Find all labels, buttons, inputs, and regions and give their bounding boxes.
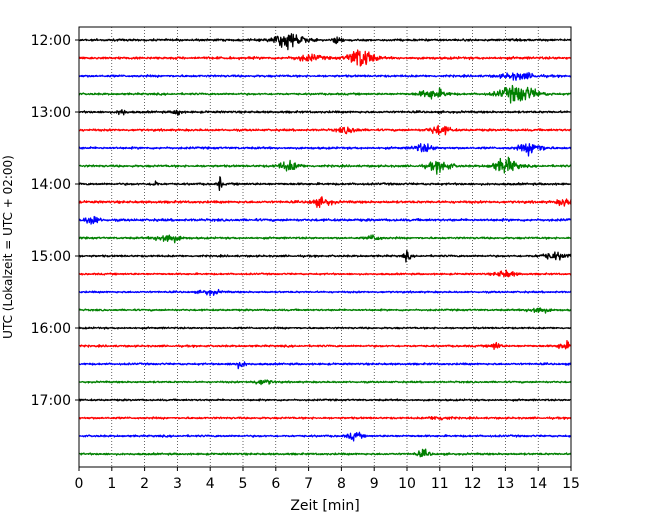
- x-tick-label: 11: [431, 476, 449, 492]
- vertical-grid: [111, 27, 539, 467]
- x-tick-label: 6: [271, 476, 280, 492]
- trace-line: [78, 249, 572, 263]
- x-tick-label: 15: [562, 476, 580, 492]
- trace-line: [78, 307, 572, 314]
- x-tick-label: 4: [206, 476, 215, 492]
- trace-line: [78, 124, 572, 136]
- trace-line: [78, 176, 572, 192]
- trace-line: [78, 326, 572, 330]
- trace-line: [78, 379, 572, 386]
- seismic-traces: [78, 33, 572, 458]
- trace-line: [78, 109, 572, 116]
- y-axis-ticks: 12:00 13:00 14:00 15:00 16:00 17:00: [31, 33, 79, 409]
- x-tick-label: 2: [140, 476, 149, 492]
- x-tick-label: 14: [529, 476, 547, 492]
- x-tick-label: 9: [370, 476, 379, 492]
- trace-line: [78, 215, 572, 225]
- y-tick-label: 12:00: [31, 33, 71, 49]
- x-axis-ticks: 0 1 2 3 4 5 6 7 8 9 10 11 12 13 14 15: [75, 467, 580, 492]
- trace-line: [78, 288, 572, 297]
- x-tick-label: 0: [75, 476, 84, 492]
- trace-line: [78, 196, 572, 209]
- plot-frame: [78, 26, 572, 468]
- y-tick-label: 14:00: [31, 177, 71, 193]
- trace-line: [78, 33, 572, 51]
- x-tick-label: 1: [107, 476, 116, 492]
- trace-line: [78, 84, 572, 104]
- trace-line: [78, 71, 572, 81]
- trace-line: [78, 448, 572, 458]
- y-tick-label: 17:00: [31, 393, 71, 409]
- x-tick-label: 5: [239, 476, 248, 492]
- y-axis-label: UTC (Lokalzeit = UTC + 02:00): [1, 155, 15, 339]
- trace-line: [78, 234, 572, 244]
- trace-line: [78, 415, 572, 421]
- x-axis-label: Zeit [min]: [290, 498, 359, 514]
- x-tick-label: 8: [337, 476, 346, 492]
- trace-line: [78, 156, 572, 175]
- y-tick-label: 16:00: [31, 321, 71, 337]
- x-tick-label: 3: [173, 476, 182, 492]
- trace-line: [78, 398, 572, 402]
- trace-line: [78, 431, 572, 442]
- x-tick-label: 13: [496, 476, 514, 492]
- y-tick-label: 15:00: [31, 249, 71, 265]
- x-tick-label: 12: [464, 476, 482, 492]
- x-tick-label: 10: [398, 476, 416, 492]
- trace-line: [78, 143, 572, 157]
- trace-line: [78, 361, 572, 370]
- trace-line: [78, 269, 572, 278]
- y-tick-label: 13:00: [31, 105, 71, 121]
- trace-line: [78, 49, 572, 67]
- x-tick-label: 7: [304, 476, 313, 492]
- trace-line: [78, 339, 572, 350]
